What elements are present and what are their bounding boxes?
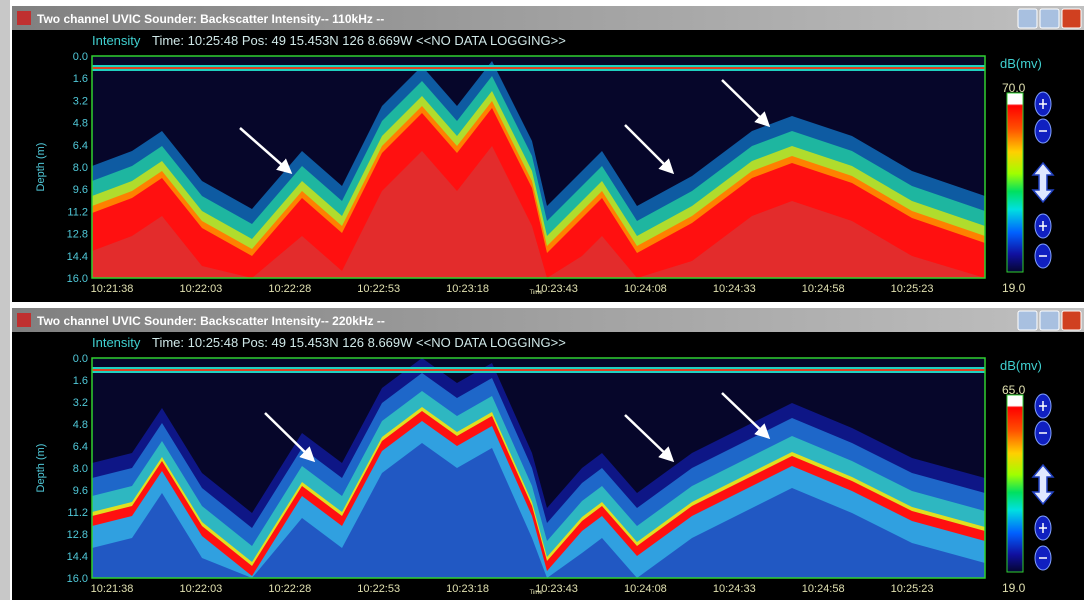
window-title: Two channel UVIC Sounder: Backscatter In… <box>37 12 384 26</box>
surface-line-core <box>92 369 985 371</box>
depth-tick-label: 16.0 <box>67 273 88 285</box>
depth-tick-label: 6.4 <box>73 441 88 453</box>
minimize-button[interactable] <box>1018 311 1037 330</box>
scale-unit: dB(mv) <box>1000 56 1042 71</box>
time-tick-label: 10:23:18 <box>446 583 489 595</box>
minimize-button[interactable] <box>1018 9 1037 28</box>
depth-tick-label: 3.2 <box>73 397 88 409</box>
desktop-edge <box>0 0 10 600</box>
time-tick-label: 10:22:03 <box>179 283 222 295</box>
depth-tick-label: 3.2 <box>73 95 88 107</box>
time-tick-label: 10:22:03 <box>179 583 222 595</box>
info-label: Intensity <box>92 33 141 48</box>
time-tick-label: 10:24:08 <box>624 583 667 595</box>
time-tick-label: 10:22:53 <box>357 583 400 595</box>
depth-tick-label: 4.8 <box>73 419 88 431</box>
info-text: Time: 10:25:48 Pos: 49 15.453N 126 8.669… <box>152 33 566 48</box>
time-tick-label: 10:23:18 <box>446 283 489 295</box>
time-tick-label: 10:22:28 <box>268 583 311 595</box>
depth-tick-label: 4.8 <box>73 118 88 130</box>
depth-tick-label: 8.0 <box>73 463 88 475</box>
sounder-window: Two channel UVIC Sounder: Backscatter In… <box>12 6 1084 302</box>
scale-unit: dB(mv) <box>1000 358 1042 373</box>
app-icon <box>17 11 31 25</box>
x-axis-label: Time <box>529 590 543 596</box>
time-tick-label: 10:21:38 <box>91 583 134 595</box>
time-tick-label: 10:24:08 <box>624 283 667 295</box>
depth-tick-label: 0.0 <box>73 51 88 63</box>
depth-tick-label: 14.4 <box>67 251 88 263</box>
y-axis-label: Depth (m) <box>35 444 47 493</box>
surface-line-core <box>92 67 985 69</box>
depth-tick-label: 14.4 <box>67 551 88 563</box>
maximize-button[interactable] <box>1040 9 1059 28</box>
time-tick-label: 10:22:28 <box>268 283 311 295</box>
scale-min: 19.0 <box>1002 281 1026 295</box>
info-label: Intensity <box>92 335 141 350</box>
depth-tick-label: 8.0 <box>73 162 88 174</box>
depth-tick-label: 11.2 <box>67 206 88 218</box>
depth-tick-label: 9.6 <box>73 485 88 497</box>
depth-tick-label: 12.8 <box>67 529 88 541</box>
depth-tick-label: 6.4 <box>73 140 88 152</box>
x-axis-label: Time <box>529 290 543 296</box>
info-text: Time: 10:25:48 Pos: 49 15.453N 126 8.669… <box>152 335 566 350</box>
window-title: Two channel UVIC Sounder: Backscatter In… <box>37 314 385 328</box>
y-axis-label: Depth (m) <box>35 143 47 192</box>
scale-min: 19.0 <box>1002 581 1026 595</box>
time-tick-label: 10:21:38 <box>91 283 134 295</box>
depth-tick-label: 9.6 <box>73 184 88 196</box>
sounder-window: Two channel UVIC Sounder: Backscatter In… <box>12 308 1084 600</box>
close-button[interactable] <box>1062 311 1081 330</box>
time-tick-label: 10:24:33 <box>713 283 756 295</box>
color-scale <box>1007 395 1023 572</box>
color-scale <box>1007 93 1023 272</box>
time-tick-label: 10:24:33 <box>713 583 756 595</box>
depth-tick-label: 11.2 <box>67 507 88 519</box>
screen: Two channel UVIC Sounder: Backscatter In… <box>0 0 1084 600</box>
close-button[interactable] <box>1062 9 1081 28</box>
time-tick-label: 10:24:58 <box>802 583 845 595</box>
maximize-button[interactable] <box>1040 311 1059 330</box>
depth-tick-label: 16.0 <box>67 573 88 585</box>
time-tick-label: 10:25:23 <box>891 583 934 595</box>
depth-tick-label: 0.0 <box>73 353 88 365</box>
depth-tick-label: 12.8 <box>67 229 88 241</box>
time-tick-label: 10:25:23 <box>891 283 934 295</box>
time-tick-label: 10:24:58 <box>802 283 845 295</box>
depth-tick-label: 1.6 <box>73 375 88 387</box>
time-tick-label: 10:22:53 <box>357 283 400 295</box>
depth-tick-label: 1.6 <box>73 73 88 85</box>
app-icon <box>17 313 31 327</box>
